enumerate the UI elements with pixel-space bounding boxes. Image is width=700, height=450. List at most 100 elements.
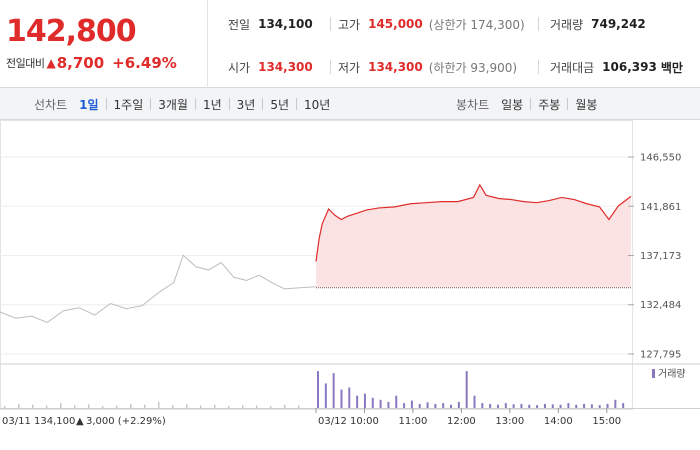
volume-legend-label: 거래량 bbox=[658, 368, 686, 380]
current-price: 142,800 bbox=[6, 14, 137, 49]
period-1d[interactable]: 1일 bbox=[79, 97, 99, 112]
volume-bar bbox=[284, 404, 286, 408]
volume-bar bbox=[434, 403, 437, 408]
divider bbox=[150, 98, 152, 110]
period-1y[interactable]: 1년 bbox=[202, 97, 222, 112]
volume-bar bbox=[575, 404, 578, 408]
volume-bar bbox=[583, 403, 586, 408]
period-3m[interactable]: 3개월 bbox=[158, 97, 188, 112]
volume-bar bbox=[387, 401, 390, 408]
volume-bar bbox=[348, 387, 351, 408]
volume-bar bbox=[144, 404, 146, 408]
volume-bar bbox=[298, 405, 300, 408]
line-chart-periods: 선차트 1일 1주일 3개월 1년 3년 5년 10년 bbox=[34, 88, 330, 120]
volume-bar bbox=[270, 405, 272, 408]
volume-bar bbox=[543, 403, 546, 408]
divider bbox=[105, 98, 107, 110]
up-arrow-icon: ▲ bbox=[76, 416, 84, 427]
volume-bar bbox=[567, 403, 570, 408]
volume-bar bbox=[410, 400, 413, 408]
stat-label: 거래대금 bbox=[550, 60, 595, 75]
divider bbox=[228, 98, 230, 110]
divider bbox=[567, 98, 569, 110]
period-3y[interactable]: 3년 bbox=[236, 97, 256, 112]
stat-low: 저가 134,300 (하한가 93,900) bbox=[338, 57, 517, 77]
volume-bar bbox=[186, 404, 188, 408]
period-1w[interactable]: 1주일 bbox=[113, 97, 144, 112]
volume-bar bbox=[489, 403, 492, 408]
stat-label: 시가 bbox=[228, 60, 251, 75]
candle-daily[interactable]: 일봉 bbox=[501, 97, 524, 112]
volume-bar bbox=[200, 405, 202, 408]
price-chart[interactable]: 146,550 141,861 137,173 132,484 127,795 거래량 … bbox=[0, 120, 700, 450]
volume-bar bbox=[102, 405, 104, 408]
line-chart-label: 선차트 bbox=[34, 97, 68, 112]
y-tick-label: 127,795 bbox=[640, 350, 681, 361]
volume-bar bbox=[363, 393, 366, 408]
volume-bar bbox=[512, 404, 515, 408]
x-tick-label: 12:00 bbox=[447, 416, 476, 427]
volume-bar bbox=[614, 399, 617, 408]
volume-bar bbox=[559, 404, 562, 408]
volume-bar bbox=[590, 404, 593, 408]
x-tick-label: 14:00 bbox=[544, 416, 573, 427]
today-area-fill bbox=[316, 184, 631, 288]
prev-day-date-label: 03/11 bbox=[2, 416, 31, 427]
prev-day-change-label: 3,000 (+2.29%) bbox=[86, 416, 166, 427]
candle-monthly[interactable]: 월봉 bbox=[575, 97, 598, 112]
volume-bar bbox=[324, 383, 327, 408]
prev-day-line bbox=[0, 254, 317, 324]
volume-bar bbox=[395, 395, 398, 408]
volume-bar bbox=[457, 401, 460, 408]
y-tick-label: 137,173 bbox=[640, 251, 681, 262]
volume-bar bbox=[130, 403, 132, 408]
divider bbox=[538, 60, 539, 74]
volume-bar bbox=[4, 405, 6, 408]
stat-value: 134,100 bbox=[258, 17, 313, 31]
volume-bar bbox=[242, 405, 244, 408]
volume-bar bbox=[426, 402, 429, 408]
today-price-line bbox=[315, 183, 632, 262]
volume-bar bbox=[418, 403, 421, 408]
volume-bar bbox=[442, 403, 445, 408]
stat-volume: 거래량 749,242 bbox=[550, 14, 646, 34]
volume-bar bbox=[403, 403, 406, 408]
stat-label: 전일 bbox=[228, 17, 251, 32]
volume-bar bbox=[473, 395, 476, 408]
volume-bar bbox=[606, 403, 609, 408]
change-label: 전일대비 bbox=[6, 57, 45, 70]
stat-label: 고가 bbox=[338, 17, 361, 32]
volume-bar bbox=[520, 403, 523, 408]
candle-chart-periods: 봉차트 일봉 주봉 월봉 bbox=[456, 88, 597, 120]
stat-label: 저가 bbox=[338, 60, 361, 75]
change-percent: +6.49% bbox=[112, 54, 177, 72]
change-row: 전일대비 ▲ 8,700 +6.49% bbox=[6, 54, 177, 72]
volume-bar bbox=[88, 404, 90, 408]
x-tick-label: 11:00 bbox=[399, 416, 428, 427]
stat-open: 시가 134,300 bbox=[228, 57, 313, 77]
divider bbox=[330, 17, 331, 31]
stat-value: 134,300 bbox=[368, 60, 423, 74]
volume-bar bbox=[256, 405, 258, 408]
candle-weekly[interactable]: 주봉 bbox=[538, 97, 561, 112]
change-value: 8,700 bbox=[56, 54, 105, 72]
stat-value: 106,393 bbox=[602, 60, 657, 74]
volume-bar bbox=[340, 389, 343, 408]
volume-bar bbox=[598, 405, 601, 408]
volume-bar bbox=[172, 405, 174, 408]
volume-bar bbox=[32, 404, 34, 408]
stat-unit: 백만 bbox=[660, 60, 683, 75]
period-5y[interactable]: 5년 bbox=[270, 97, 290, 112]
period-10y[interactable]: 10년 bbox=[304, 97, 331, 112]
volume-legend-swatch bbox=[652, 369, 655, 378]
up-arrow-icon: ▲ bbox=[46, 56, 56, 70]
volume-bar bbox=[18, 403, 20, 408]
stock-summary: 142,800 전일대비 ▲ 8,700 +6.49% 전일 134,100 고… bbox=[0, 0, 700, 88]
volume-bar bbox=[228, 405, 230, 408]
stat-high: 고가 145,000 (상한가 174,300) bbox=[338, 14, 525, 34]
y-tick-label: 146,550 bbox=[640, 153, 681, 164]
lower-limit: (하한가 93,900) bbox=[428, 60, 518, 75]
today-date-label: 03/12 bbox=[318, 416, 347, 427]
upper-limit: (상한가 174,300) bbox=[428, 17, 525, 32]
